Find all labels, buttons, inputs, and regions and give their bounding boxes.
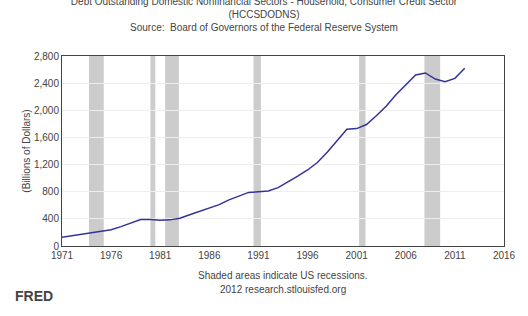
svg-text:Debt Outstanding Domestic Nonf: Debt Outstanding Domestic Nonfinancial S… (71, 0, 458, 33)
svg-text:1,600: 1,600 (34, 132, 59, 143)
svg-text:2,000: 2,000 (34, 105, 59, 116)
svg-text:FRED: FRED (15, 288, 53, 304)
svg-text:400: 400 (42, 213, 59, 224)
svg-text:800: 800 (42, 186, 59, 197)
svg-text:(Billions of Dollars): (Billions of Dollars) (21, 109, 32, 192)
svg-text:Shaded areas indicate US reces: Shaded areas indicate US recessions. (198, 270, 368, 281)
svg-text:2,400: 2,400 (34, 78, 59, 89)
svg-text:0: 0 (53, 241, 59, 252)
svg-text:1991: 1991 (247, 250, 270, 261)
svg-text:1,200: 1,200 (34, 159, 59, 170)
svg-text:1971: 1971 (51, 250, 74, 261)
svg-text:2,800: 2,800 (34, 51, 59, 62)
svg-text:1976: 1976 (100, 250, 123, 261)
svg-text:2006: 2006 (395, 250, 418, 261)
svg-text:1981: 1981 (149, 250, 172, 261)
svg-text:1986: 1986 (198, 250, 221, 261)
svg-text:2016: 2016 (493, 250, 516, 261)
svg-text:2001: 2001 (346, 250, 369, 261)
svg-text:2012 research.stlouisfed.org: 2012 research.stlouisfed.org (220, 284, 346, 295)
svg-text:2011: 2011 (444, 250, 466, 261)
svg-text:1996: 1996 (296, 250, 319, 261)
